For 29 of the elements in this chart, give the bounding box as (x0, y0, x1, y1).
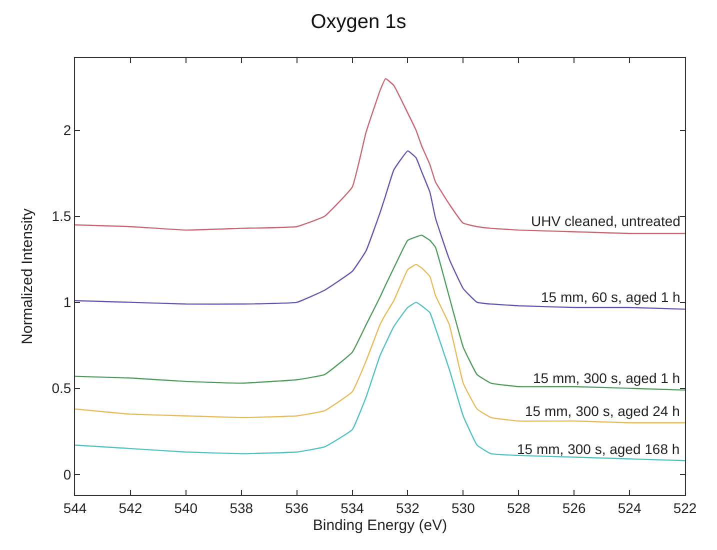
y-tick-label: 2 (63, 122, 72, 138)
line-series (75, 78, 685, 234)
x-tick-label: 536 (285, 500, 309, 516)
y-tick-label: 0.5 (52, 380, 72, 396)
series-label: 15 mm, 300 s, aged 24 h (525, 403, 680, 419)
series-label: UHV cleaned, untreated (531, 213, 680, 229)
x-tick-label: 524 (618, 500, 642, 516)
x-axis-title: Binding Energy (eV) (312, 516, 448, 534)
x-tick-label: 534 (340, 500, 364, 516)
y-axis-title: Normalized Intensity (18, 208, 36, 344)
x-tick-label: 540 (174, 500, 198, 516)
x-tick-label: 528 (506, 500, 531, 516)
series-label: 15 mm, 300 s, aged 168 h (517, 441, 680, 457)
y-tick-label: 0 (63, 466, 72, 482)
series-label: 15 mm, 60 s, aged 1 h (541, 289, 680, 305)
x-tick-label: 544 (63, 500, 87, 516)
line-series (75, 264, 685, 424)
x-tick-label: 532 (396, 500, 420, 516)
line-series (75, 150, 685, 310)
x-tick-label: 526 (562, 500, 586, 516)
y-tick-label: 1.5 (52, 208, 72, 224)
y-tick-label: 1 (63, 294, 72, 310)
x-tick-label: 522 (673, 500, 697, 516)
series-label: 15 mm, 300 s, aged 1 h (533, 370, 680, 386)
x-tick-label: 542 (118, 500, 142, 516)
x-tick-label: 530 (452, 500, 476, 516)
chart-title: Oxygen 1s (310, 10, 406, 33)
line-series (75, 234, 685, 391)
x-tick-label: 538 (230, 500, 254, 516)
